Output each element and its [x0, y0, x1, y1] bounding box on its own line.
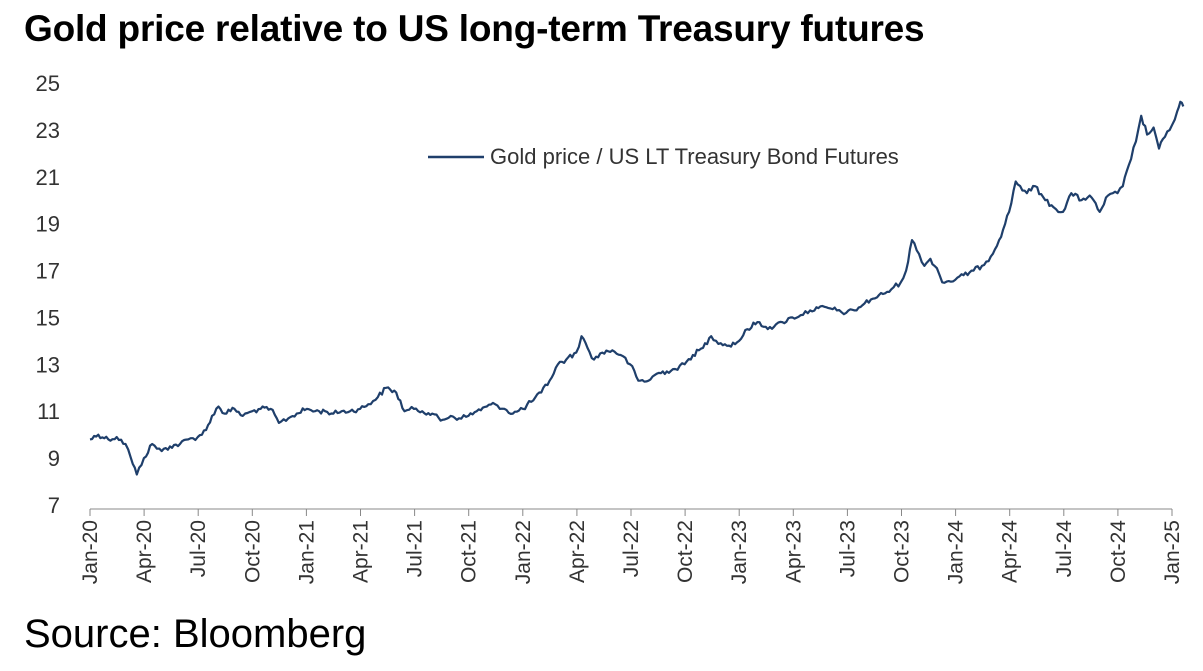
x-tick-label: Jan-22 [512, 520, 535, 584]
x-tick-label: Jul-23 [836, 520, 859, 577]
x-tick-label: Jan-20 [79, 520, 102, 584]
y-tick-label: 21 [36, 165, 60, 190]
x-tick-label: Apr-20 [133, 520, 156, 583]
series-line [89, 100, 1185, 476]
series-lines [89, 100, 1185, 476]
y-tick-label: 11 [37, 399, 60, 424]
y-tick-label: 13 [36, 352, 60, 377]
x-tick-label: Apr-24 [999, 520, 1022, 583]
x-tick-label: Oct-24 [1107, 520, 1130, 583]
x-tick-label: Apr-22 [566, 520, 589, 583]
x-tick-label: Jan-21 [295, 520, 318, 584]
x-axis: Jan-20 Apr-20 Jul-20 Oct-20 Jan-21 Apr-21 Jul-… [79, 508, 1184, 585]
x-tick-label: Jul-24 [1053, 520, 1076, 578]
y-tick-label: 17 [36, 259, 60, 284]
x-tick-label: Oct-20 [241, 520, 264, 583]
chart-title: Gold price relative to US long-term Trea… [24, 8, 925, 49]
x-tick-label: Oct-21 [458, 520, 481, 583]
y-tick-label: 23 [36, 118, 60, 143]
y-axis: 7 9 11 13 15 17 19 21 23 25 [36, 71, 60, 518]
y-tick-label: 15 [36, 305, 60, 330]
source-note: Source: Bloomberg [24, 612, 367, 656]
x-tick-label: Apr-21 [350, 520, 373, 583]
x-tick-label: Oct-22 [674, 520, 697, 583]
x-tick-label: Oct-23 [891, 520, 914, 583]
x-tick-label: Apr-23 [782, 520, 805, 583]
y-tick-label: 25 [36, 71, 60, 96]
x-tick-label: Jul-22 [620, 520, 643, 577]
y-tick-label: 7 [48, 493, 60, 518]
x-tick-label: Jan-23 [728, 520, 751, 584]
legend-label: Gold price / US LT Treasury Bond Futures [490, 144, 899, 169]
y-tick-label: 19 [36, 212, 60, 237]
x-tick-label: Jan-25 [1161, 520, 1184, 584]
x-tick-label: Jul-21 [404, 520, 427, 577]
x-tick-label: Jan-24 [945, 520, 968, 585]
x-tick-label: Jul-20 [187, 520, 210, 577]
legend: Gold price / US LT Treasury Bond Futures [428, 144, 899, 169]
y-tick-label: 9 [48, 446, 60, 471]
